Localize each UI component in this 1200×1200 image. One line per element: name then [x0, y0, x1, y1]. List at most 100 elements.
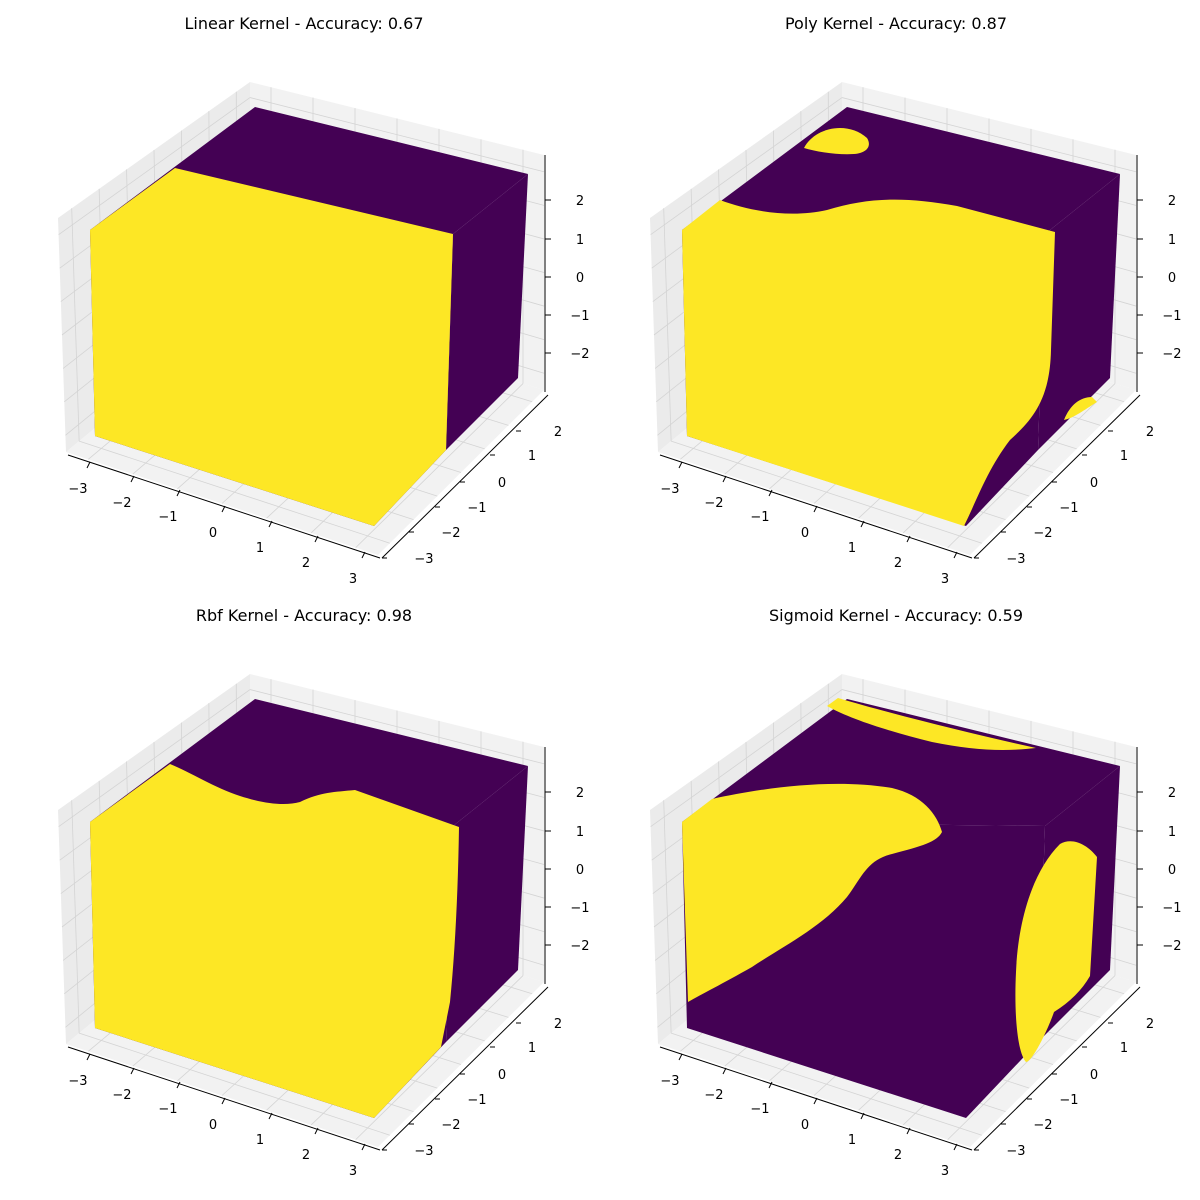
region-class-1-corner — [1064, 397, 1097, 420]
floor-gridline-x — [355, 383, 524, 548]
y-tick-label: 2 — [1146, 1017, 1154, 1032]
subplot-title: Sigmoid Kernel - Accuracy: 0.59 — [769, 606, 1023, 625]
x-tick-label: 3 — [349, 572, 357, 587]
x-tick-label: 3 — [941, 1164, 949, 1179]
x-tick-mark — [860, 520, 865, 528]
x-tick-label: −3 — [660, 482, 679, 497]
x-axis-line — [659, 1046, 973, 1151]
subplot-title: Linear Kernel - Accuracy: 0.67 — [184, 14, 423, 33]
subplot-sigmoid: −3 −2 −1 0 1 2 3 −3 −2 −1 0 1 2 −2 −1 0 1 2 Sigmoid Kernel… — [650, 606, 1182, 1179]
z-tick-label: −1 — [570, 309, 589, 324]
z-tick-label: −2 — [570, 347, 589, 362]
y-tick-label: 0 — [1090, 476, 1098, 491]
y-axis-line — [381, 986, 549, 1151]
x-axis-line — [67, 454, 381, 559]
y-tick-label: 0 — [498, 476, 506, 491]
x-tick-label: −3 — [660, 1074, 679, 1089]
subplot-title: Poly Kernel - Accuracy: 0.87 — [785, 14, 1007, 33]
x-tick-label: 1 — [256, 541, 264, 556]
floor-gridline-x — [355, 975, 524, 1140]
y-tick-label: −2 — [441, 1118, 460, 1133]
x-tick-label: 2 — [302, 1148, 310, 1163]
x-tick-mark — [678, 1053, 683, 1061]
y-tick-label: 0 — [1090, 1068, 1098, 1083]
decision-regions — [90, 168, 453, 526]
x-tick-label: −3 — [68, 1074, 87, 1089]
x-tick-mark — [906, 1127, 911, 1135]
y-axis-line — [381, 394, 549, 559]
x-tick-label: 3 — [349, 1164, 357, 1179]
subplot-linear: −3 −2 −1 0 1 2 3 −3 −2 −1 0 1 2 −2 −1 0 1 2 Linear Kernel … — [58, 14, 590, 587]
x-tick-label: 2 — [302, 556, 310, 571]
z-tick-label: 1 — [1168, 233, 1176, 248]
x-tick-mark — [221, 505, 226, 513]
region-class-1 — [682, 199, 1055, 526]
z-tick-label: −1 — [570, 901, 589, 916]
z-tick-label: −2 — [570, 939, 589, 954]
y-axis-line — [973, 394, 1141, 559]
y-tick-label: 1 — [528, 449, 536, 464]
x-tick-label: −2 — [704, 496, 723, 511]
y-axis-line — [973, 986, 1141, 1151]
region-class-1 — [90, 764, 459, 1118]
z-tick-label: −1 — [1162, 309, 1181, 324]
y-tick-label: −1 — [1059, 501, 1078, 516]
z-tick-label: 0 — [1168, 863, 1176, 878]
x-tick-mark — [953, 1143, 958, 1151]
y-tick-label: −1 — [467, 501, 486, 516]
x-tick-label: 0 — [209, 1118, 217, 1133]
region-class-1 — [90, 168, 453, 526]
y-tick-label: 1 — [528, 1041, 536, 1056]
x-tick-mark — [722, 1067, 727, 1075]
z-tick-label: 2 — [1168, 194, 1176, 209]
x-tick-label: −1 — [750, 510, 769, 525]
z-tick-label: 0 — [576, 271, 584, 286]
x-tick-label: −3 — [68, 482, 87, 497]
region-class-1-left — [682, 783, 942, 1002]
y-tick-label: −1 — [467, 1093, 486, 1108]
z-tick-label: 1 — [576, 233, 584, 248]
y-tick-label: −3 — [1006, 552, 1025, 567]
z-tick-label: −2 — [1162, 347, 1181, 362]
y-tick-label: −2 — [1033, 526, 1052, 541]
x-tick-mark — [906, 535, 911, 543]
x-tick-label: 3 — [941, 572, 949, 587]
x-tick-label: −1 — [158, 1102, 177, 1117]
subplot-title: Rbf Kernel - Accuracy: 0.98 — [196, 606, 412, 625]
x-tick-mark — [722, 475, 727, 483]
x-tick-label: −2 — [112, 1088, 131, 1103]
floor-gridline-x — [947, 383, 1116, 548]
x-tick-mark — [813, 505, 818, 513]
x-tick-label: 1 — [848, 1133, 856, 1148]
x-tick-mark — [768, 489, 773, 497]
z-tick-label: 0 — [576, 863, 584, 878]
y-tick-label: 1 — [1120, 449, 1128, 464]
x-tick-mark — [860, 1112, 865, 1120]
x-tick-label: 2 — [894, 1148, 902, 1163]
z-tick-label: −1 — [1162, 901, 1181, 916]
x-axis-line — [659, 454, 973, 559]
x-tick-label: −1 — [750, 1102, 769, 1117]
x-tick-mark — [361, 551, 366, 559]
x-tick-label: −1 — [158, 510, 177, 525]
decision-regions — [682, 127, 1097, 526]
region-class-1-top — [827, 698, 1036, 750]
z-tick-label: 1 — [1168, 825, 1176, 840]
region-class-1-cap — [804, 127, 869, 155]
x-tick-label: 2 — [894, 556, 902, 571]
z-tick-label: 1 — [576, 825, 584, 840]
x-tick-mark — [314, 1127, 319, 1135]
z-tick-label: −2 — [1162, 939, 1181, 954]
y-tick-label: 2 — [554, 425, 562, 440]
x-tick-mark — [130, 475, 135, 483]
x-axis-line — [67, 1046, 381, 1151]
x-tick-label: 0 — [209, 526, 217, 541]
x-tick-mark — [314, 535, 319, 543]
z-tick-label: 0 — [1168, 271, 1176, 286]
z-tick-label: 2 — [576, 194, 584, 209]
y-tick-label: 2 — [554, 1017, 562, 1032]
x-tick-mark — [221, 1097, 226, 1105]
subplot-poly: −3 −2 −1 0 1 2 3 −3 −2 −1 0 1 2 −2 −1 0 1 2 Poly Kernel - … — [650, 14, 1182, 587]
x-tick-label: −2 — [704, 1088, 723, 1103]
x-tick-mark — [86, 461, 91, 469]
